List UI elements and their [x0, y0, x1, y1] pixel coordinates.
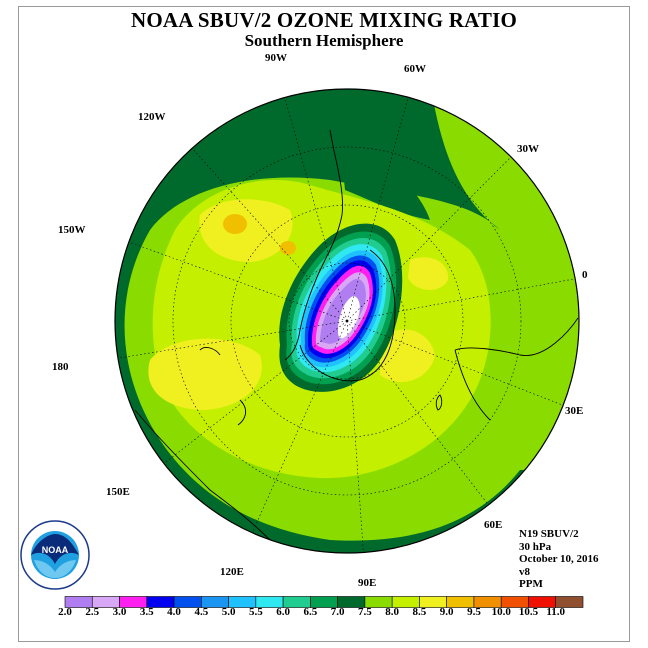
coastlines [134, 129, 579, 553]
lon-label-150w: 150W [58, 224, 86, 236]
meridian-150w [115, 227, 348, 322]
info-version: v8 [519, 565, 530, 578]
lon-label-120w: 120W [138, 111, 166, 123]
lon-label-90e: 90E [358, 577, 376, 589]
field-7-0-ppm-north [340, 140, 430, 220]
lon-label-60e: 60E [484, 519, 502, 531]
meridian-90w [275, 89, 348, 322]
lon-label-60w: 60W [404, 63, 426, 75]
field-hole-min [338, 296, 360, 339]
colorbar-label: 6.5 [303, 606, 318, 618]
colorbar-label: 3.0 [112, 606, 127, 618]
info-block: N19 SBUV/2 30 hPa October 10, 2016 v8 PP… [519, 528, 599, 591]
colorbar-label: 2.5 [85, 606, 100, 618]
meridian-60w [346, 89, 416, 322]
coast-africa [454, 317, 579, 356]
lat-circle-2 [230, 204, 464, 438]
colorbar [64, 596, 584, 608]
meridian-60e [346, 320, 501, 521]
colorbar-label: 5.5 [248, 606, 263, 618]
coast-south-america [324, 129, 343, 261]
field-9-0-ppm-b [280, 241, 296, 255]
field-8-5-ppm-c [380, 329, 435, 383]
field-9-0-ppm-a [223, 214, 247, 234]
lon-label-180: 180 [52, 361, 69, 373]
lon-label-30e: 30E [565, 405, 583, 417]
coast-antarctica [299, 249, 396, 382]
coast-australia [134, 409, 331, 553]
colorbar-label: 7.0 [330, 606, 345, 618]
lat-circle-3 [172, 146, 522, 496]
colorbar-label: 8.5 [412, 606, 427, 618]
meridian-150e [129, 320, 348, 491]
lon-label-150e: 150E [106, 486, 130, 498]
meridian-180 [115, 320, 348, 367]
colorbar-label: 11.0 [546, 606, 566, 618]
coast-africa-south [454, 349, 491, 421]
lon-label-30w: 30W [517, 143, 539, 155]
info-level: 30 hPa [519, 540, 552, 553]
noaa-logo: NOAA [20, 520, 90, 590]
colorbar-swatch [555, 596, 584, 608]
map-title: NOAA SBUV/2 OZONE MIXING RATIO [131, 8, 517, 32]
colorbar-label: 10.0 [491, 606, 511, 618]
colorbar-label: 9.0 [439, 606, 454, 618]
colorbar-labels: 2.0 2.5 3.0 3.5 4.0 4.5 5.0 5.5 6.0 6.5 7.0 7.5 8.0 8… [0, 606, 648, 622]
map-subtitle: Southern Hemisphere [244, 31, 404, 50]
coast-madagascar [435, 394, 443, 411]
map-border [114, 88, 580, 554]
colorbar-label: 9.5 [467, 606, 481, 618]
info-units: PPM [519, 578, 543, 590]
colorbar-label: 3.5 [139, 606, 154, 618]
meridian-0 [346, 275, 579, 322]
colorbar-label: 4.5 [194, 606, 209, 618]
colorbar-label: 2.0 [58, 606, 72, 618]
colorbar-label: 10.5 [518, 606, 539, 618]
lon-label-120e: 120E [220, 566, 244, 578]
meridian-120w [164, 117, 348, 322]
info-satellite: N19 SBUV/2 [519, 528, 579, 540]
colorbar-label: 7.5 [358, 606, 372, 618]
graticule [115, 89, 579, 553]
colorbar-label: 8.0 [385, 606, 400, 618]
colorbar-label: 5.0 [221, 606, 236, 618]
logo-text: NOAA [42, 545, 69, 555]
field-8-5-ppm-d [408, 257, 449, 290]
coast-antarctic-peninsula [284, 259, 326, 361]
field-8-5-ppm-b [148, 338, 262, 410]
coast-new-zealand [199, 347, 221, 356]
lat-circle-1 [288, 262, 406, 380]
info-date: October 10, 2016 [519, 553, 599, 565]
colorbar-label: 6.0 [276, 606, 290, 618]
meridian-30w [346, 147, 521, 322]
field-8-5-ppm-a [199, 199, 293, 262]
lon-label-0: 0 [582, 269, 588, 281]
figure-frame [18, 6, 630, 642]
meridian-90e [346, 320, 366, 553]
colorbar-label: 4.0 [167, 606, 181, 618]
lon-label-90w: 90W [265, 52, 287, 64]
